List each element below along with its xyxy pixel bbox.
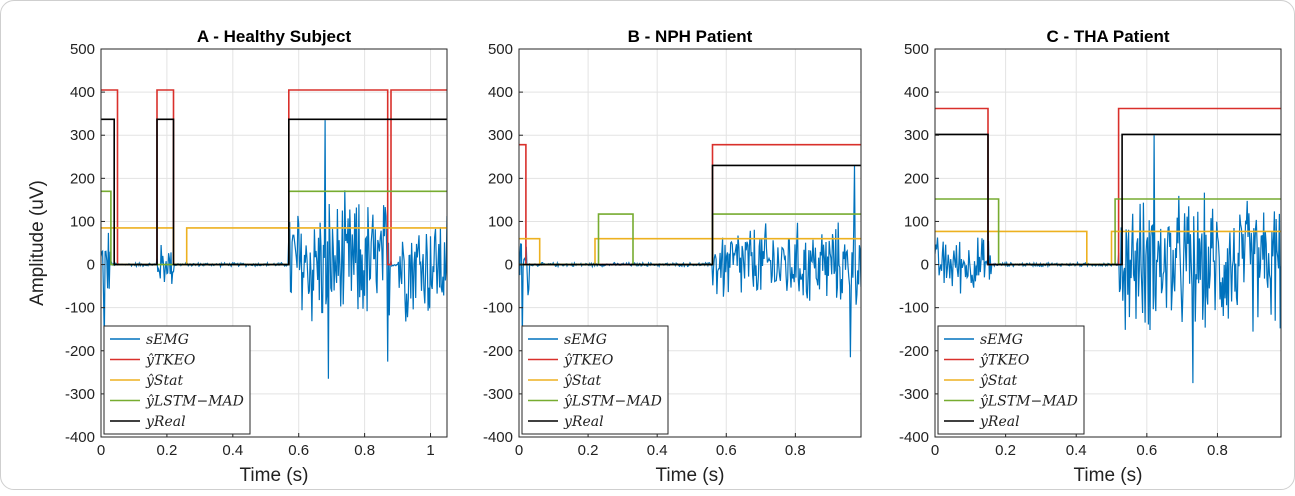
legend-label-real: yReal <box>563 414 604 430</box>
legend-label-tkeo: ŷTKEO <box>145 352 196 369</box>
y-tick-label: -300 <box>65 386 95 403</box>
legend-label-lstm: ŷLSTM−MAD <box>979 393 1078 410</box>
legend-label-real: yReal <box>979 414 1020 430</box>
x-tick-label: 0.2 <box>995 442 1016 459</box>
y-tick-label: -300 <box>899 386 929 403</box>
panel-3: 0 0.2 0.4 0.6 0.8 -400 -300 -200 -100 0 100 200 300 4… <box>899 27 1281 486</box>
panel-title: C - THA Patient <box>1046 27 1169 46</box>
y-tick-label: 100 <box>904 213 929 230</box>
x-tick-label: 0.4 <box>222 442 243 459</box>
y-tick-label: -200 <box>65 343 95 360</box>
x-axis-label: Time (s) <box>1074 465 1143 486</box>
y-tick-label: 0 <box>921 257 929 274</box>
x-tick-label: 0.2 <box>156 442 177 459</box>
y-tick-label: -100 <box>65 300 95 317</box>
legend: sEMG ŷTKEO ŷStat ŷLSTM−MAD yReal <box>938 326 1084 434</box>
x-tick-label: 0.8 <box>354 442 375 459</box>
y-tick-label: 500 <box>70 41 95 58</box>
y-tick-label: 0 <box>87 257 95 274</box>
x-tick-label: 0 <box>931 442 939 459</box>
y-tick-label: 500 <box>488 41 513 58</box>
legend-label-lstm: ŷLSTM−MAD <box>145 393 244 410</box>
x-tick-label: 0.4 <box>1066 442 1087 459</box>
y-tick-label: -200 <box>483 343 513 360</box>
x-tick-label: 0.6 <box>1136 442 1157 459</box>
y-tick-label: -400 <box>65 429 95 446</box>
x-tick-label: 0.6 <box>288 442 309 459</box>
legend: sEMG ŷTKEO ŷStat ŷLSTM−MAD yReal <box>522 326 668 434</box>
panel-title: B - NPH Patient <box>628 27 753 46</box>
y-tick-label: 300 <box>70 127 95 144</box>
legend-label-semg: sEMG <box>146 332 189 348</box>
y-tick-label: 400 <box>904 84 929 101</box>
legend-label-tkeo: ŷTKEO <box>979 352 1030 369</box>
x-axis-label: Time (s) <box>240 465 309 486</box>
y-tick-label: 200 <box>488 170 513 187</box>
legend-label-stat: ŷStat <box>145 372 183 389</box>
x-tick-label: 0 <box>97 442 105 459</box>
x-tick-label: 1 <box>426 442 434 459</box>
x-axis-label: Time (s) <box>656 465 725 486</box>
y-tick-label: -100 <box>483 300 513 317</box>
y-tick-label: -400 <box>899 429 929 446</box>
panel-title: A - Healthy Subject <box>197 27 352 46</box>
y-tick-label: 300 <box>904 127 929 144</box>
y-tick-label: 400 <box>488 84 513 101</box>
legend-label-semg: sEMG <box>564 332 607 348</box>
y-tick-label: 100 <box>488 213 513 230</box>
y-tick-label: 200 <box>70 170 95 187</box>
x-tick-label: 0 <box>515 442 523 459</box>
legend-label-tkeo: ŷTKEO <box>563 352 614 369</box>
y-tick-label: 400 <box>70 84 95 101</box>
legend-label-real: yReal <box>145 414 186 430</box>
x-tick-label: 0.6 <box>716 442 737 459</box>
y-tick-label: 0 <box>505 257 513 274</box>
y-tick-label: -200 <box>899 343 929 360</box>
y-tick-label: 200 <box>904 170 929 187</box>
legend-label-stat: ŷStat <box>563 372 601 389</box>
y-tick-label: 100 <box>70 213 95 230</box>
x-tick-label: 0.2 <box>578 442 599 459</box>
y-tick-label: 500 <box>904 41 929 58</box>
panel-2: 0 0.2 0.4 0.6 0.8 -400 -300 -200 -100 0 100 200 300 4… <box>483 27 861 486</box>
y-tick-label: -300 <box>483 386 513 403</box>
y-tick-label: -400 <box>483 429 513 446</box>
x-tick-label: 0.8 <box>1207 442 1228 459</box>
legend-label-stat: ŷStat <box>979 372 1017 389</box>
x-tick-label: 0.8 <box>785 442 806 459</box>
y-tick-label: 300 <box>488 127 513 144</box>
y-axis-label: Amplitude (uV) <box>27 180 48 306</box>
legend: sEMG ŷTKEO ŷStat ŷLSTM−MAD yReal <box>104 326 250 434</box>
legend-label-lstm: ŷLSTM−MAD <box>563 393 662 410</box>
legend-label-semg: sEMG <box>980 332 1023 348</box>
x-tick-label: 0.4 <box>647 442 668 459</box>
y-tick-label: -100 <box>899 300 929 317</box>
panel-1: 0 0.2 0.4 0.6 0.8 1 -400 -300 -200 -100 0 100 200 300… <box>65 27 447 486</box>
